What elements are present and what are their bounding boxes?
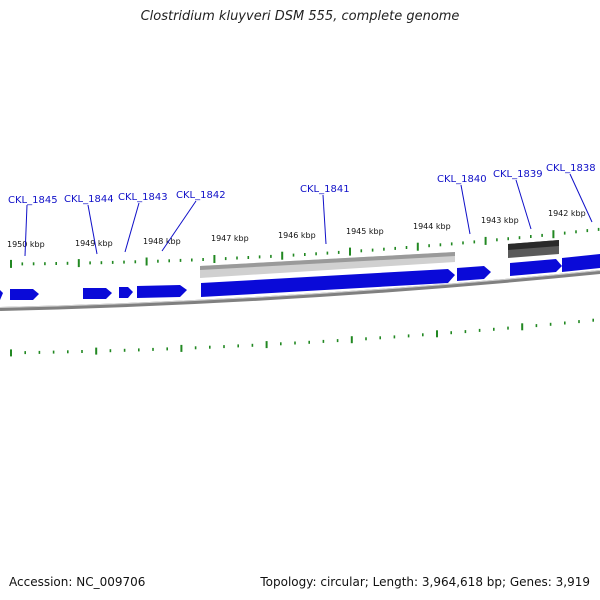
gene-label-ckl-1844[interactable]: CKL_1844 [64,194,114,205]
gene-arrow[interactable] [119,287,133,298]
scale-label-1944: 1944 kbp [413,222,451,231]
feature-bar-light-edge [200,252,455,270]
gene-arrow[interactable] [562,254,600,272]
genome-backbone [0,270,600,311]
gene-label-ckl-1845[interactable]: CKL_1845 [8,195,58,206]
inner-tick-ring [10,318,595,357]
gene-track-forward [0,254,600,300]
gene-label-ckl-1838[interactable]: CKL_1838 [546,163,596,174]
scale-label-1945: 1945 kbp [346,227,384,236]
summary-text: Topology: circular; Length: 3,964,618 bp… [260,575,590,589]
scale-label-1942: 1942 kbp [548,209,586,218]
gene-label-ckl-1843[interactable]: CKL_1843 [118,192,168,203]
gene-label-ckl-1842[interactable]: CKL_1842 [176,190,226,201]
gene-arrow[interactable] [137,285,187,298]
accession-text: Accession: NC_009706 [9,575,146,589]
gene-label-ckl-1841[interactable]: CKL_1841 [300,184,350,195]
scale-label-1947: 1947 kbp [211,234,249,243]
gene-label-ckl-1840[interactable]: CKL_1840 [437,174,487,185]
genome-backbone-highlight [0,270,600,308]
gene-arrow[interactable] [83,288,112,299]
gene-arrow[interactable] [10,289,39,300]
scale-label-1946: 1946 kbp [278,231,316,240]
gene-arrow[interactable] [457,266,491,281]
gene-leader-lines [24,173,593,257]
scale-label-1949: 1949 kbp [75,239,113,248]
gene-arrow[interactable] [510,259,562,276]
feature-bar-dark-edge [508,240,559,250]
outer-tick-ring [10,227,600,268]
gene-label-ckl-1839[interactable]: CKL_1839 [493,169,543,180]
map-title: Clostridium kluyveri DSM 555, complete g… [140,9,460,24]
gene-arrow[interactable] [0,290,3,300]
gene-arrow[interactable] [201,269,455,297]
scale-label-1943: 1943 kbp [481,216,519,225]
scale-label-1948: 1948 kbp [143,237,181,246]
